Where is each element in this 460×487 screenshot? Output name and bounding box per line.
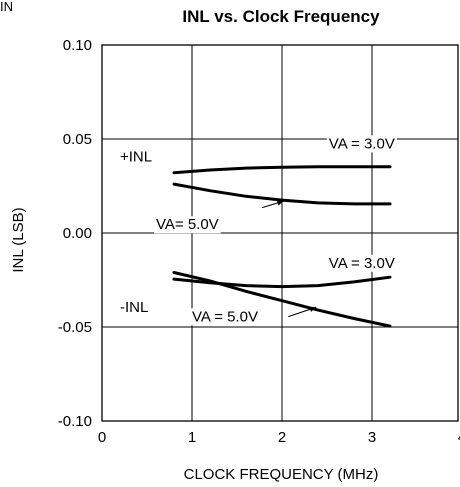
y-tick-label: -0.10 bbox=[58, 413, 92, 430]
y-axis-label: INL (LSB) bbox=[10, 207, 27, 272]
y-tick-label: -0.05 bbox=[58, 319, 92, 336]
y-tick-label: 0.10 bbox=[63, 37, 92, 54]
va-3v-label-top: VA = 3.0V bbox=[329, 135, 395, 152]
x-axis-label: CLOCK FREQUENCY (MHz) bbox=[184, 466, 379, 483]
x-tick-label: 2 bbox=[278, 429, 286, 446]
x-tick-labels: 01234 bbox=[98, 429, 460, 446]
annotations: +INL -INL VA = 3.0V VA= 5.0V VA = 3.0V VA = 5… bbox=[120, 135, 397, 325]
va-5v-label-top: VA= 5.0V bbox=[156, 216, 219, 233]
x-tick-label: 0 bbox=[98, 429, 106, 446]
va-3v-label-bottom: VA = 3.0V bbox=[329, 255, 395, 272]
va-5v-label-bottom: VA = 5.0V bbox=[192, 308, 258, 325]
y-tick-label: 0.00 bbox=[63, 225, 92, 242]
plus-inl-label: +INL bbox=[120, 149, 152, 166]
y-tick-labels: 0.10 0.05 0.00 -0.05 -0.10 bbox=[58, 37, 92, 430]
chart-title: INL vs. Clock Frequency bbox=[182, 7, 380, 26]
minus-inl-label: -INL bbox=[120, 299, 148, 316]
y-tick-label: 0.05 bbox=[63, 131, 92, 148]
arrow-head bbox=[277, 200, 284, 205]
x-tick-label: 3 bbox=[368, 429, 376, 446]
header-fragment-text: IN bbox=[0, 0, 13, 14]
x-tick-label: 1 bbox=[188, 429, 196, 446]
